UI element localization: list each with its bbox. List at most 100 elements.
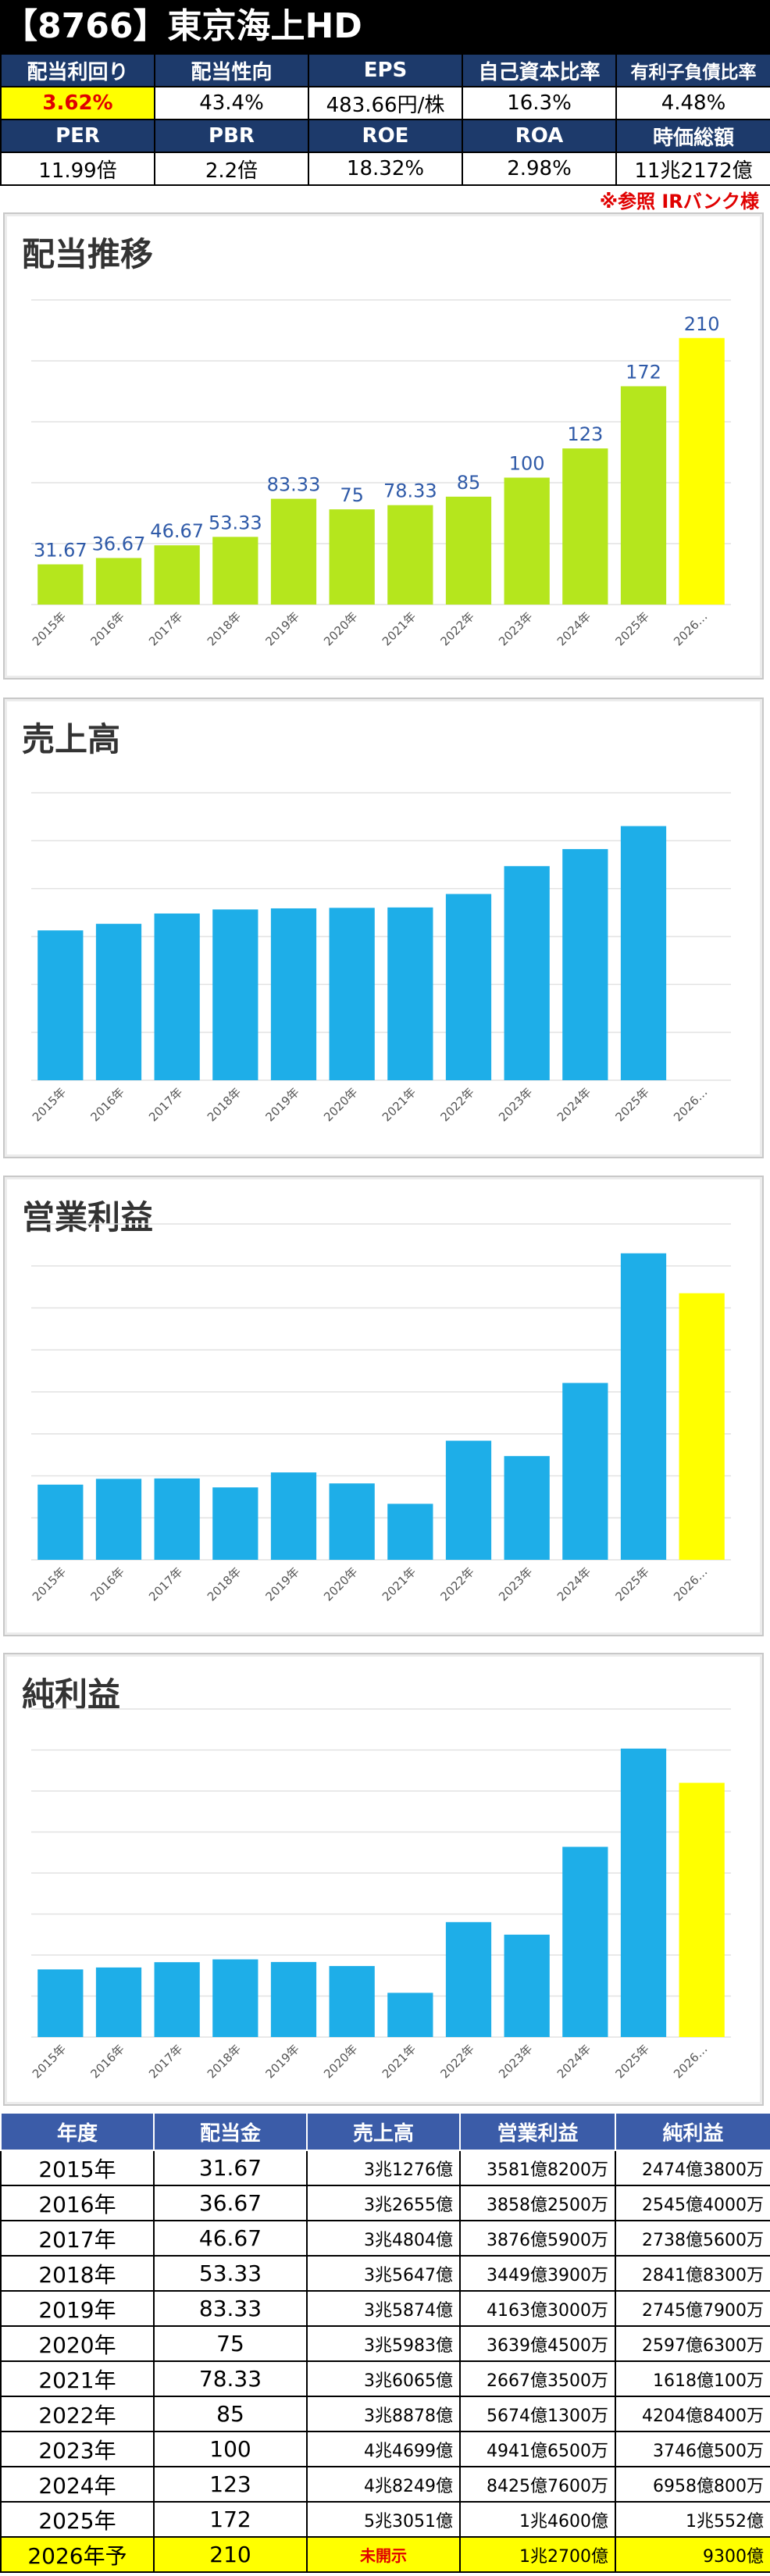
metric-label-market-cap: 時価総額 — [615, 119, 770, 153]
table-row: 2018年 53.33 3兆5647億 3449億3900万 2841億8300万 — [0, 2255, 770, 2292]
x-tick-label: 2023年 — [496, 1565, 535, 1604]
table-row: 2022年 85 3兆8878億 5674億1300万 4204億8400万 — [0, 2396, 770, 2432]
bar — [445, 1440, 492, 1560]
cell-net-income: 1618億100万 — [615, 2360, 770, 2397]
bar — [504, 865, 550, 1080]
x-tick-label: 2021年 — [380, 2042, 419, 2081]
bar — [445, 894, 492, 1080]
cell-net-income: 9300億 — [615, 2536, 770, 2573]
cell-year: 2020年 — [0, 2325, 155, 2362]
x-tick-label: 2024年 — [554, 1085, 594, 1124]
metric-label-payout-ratio: 配当性向 — [154, 53, 309, 87]
metric-value-pbr: 2.2倍 — [154, 152, 309, 186]
cell-revenue: 5兆3051億 — [306, 2501, 461, 2538]
x-tick-label: 2023年 — [496, 1085, 535, 1124]
x-tick-label: 2019年 — [262, 1565, 301, 1604]
table-row: 2025年 172 5兆3051億 1兆4600億 1兆552億 — [0, 2501, 770, 2538]
revenue-chart-title: 売上高 — [22, 720, 121, 758]
bar — [387, 1504, 433, 1560]
x-tick-label: 2022年 — [437, 1565, 476, 1604]
metric-label-roe: ROE — [308, 119, 463, 153]
x-tick-label: 2020年 — [321, 2042, 360, 2081]
bar — [387, 505, 433, 605]
x-tick-label: 2017年 — [146, 1085, 185, 1124]
x-tick-label: 2019年 — [262, 2042, 301, 2081]
col-header-dividend: 配当金 — [153, 2112, 308, 2151]
revenue-chart-panel: 売上高 2015年 2016年 2017年 2018年 2019年 2020年 2021年 2… — [3, 698, 764, 1158]
cell-dividend: 210 — [153, 2536, 308, 2573]
x-tick-label: 2015年 — [30, 609, 69, 648]
cell-dividend: 85 — [153, 2396, 308, 2432]
bar — [154, 545, 200, 605]
col-header-revenue: 売上高 — [306, 2112, 461, 2151]
metric-value-eps: 483.66円/株 — [308, 86, 463, 120]
cell-year: 2026年予 — [0, 2536, 155, 2573]
bar — [329, 1966, 375, 2037]
bar — [562, 849, 608, 1080]
cell-year: 2022年 — [0, 2396, 155, 2432]
table-row: 2021年 78.33 3兆6065億 2667億3500万 1618億100万 — [0, 2360, 770, 2397]
metric-label-eps: EPS — [308, 53, 463, 87]
bar — [154, 1478, 200, 1560]
operating-profit-chart-title: 営業利益 — [22, 1198, 154, 1236]
bar — [445, 1921, 492, 2037]
cell-operating-profit: 4163億3000万 — [459, 2290, 616, 2327]
bar — [620, 1748, 667, 2037]
metric-label-per: PER — [0, 119, 155, 153]
x-tick-label: 2019年 — [262, 609, 301, 648]
cell-operating-profit: 1兆2700億 — [459, 2536, 616, 2573]
cell-dividend: 46.67 — [153, 2220, 308, 2257]
cell-dividend: 100 — [153, 2431, 308, 2467]
x-tick-label: 2021年 — [380, 609, 419, 648]
x-tick-label: 2016年 — [87, 1085, 127, 1124]
table-row: 2024年 123 4兆8249億 8425億7600万 6958億800万 — [0, 2466, 770, 2503]
cell-revenue: 3兆5983億 — [306, 2325, 461, 2362]
net-income-chart: 2015年 2016年 2017年 2018年 2019年 2020年 2021年 2022年… — [30, 1708, 731, 2081]
revenue-chart: 2015年 2016年 2017年 2018年 2019年 2020年 2021年 2022年… — [30, 792, 731, 1124]
x-tick-label: 2016年 — [87, 1565, 127, 1604]
data-label: 210 — [684, 313, 720, 335]
net-income-chart-panel: 純利益 2015年 2016年 2017年 2018年 2019年 2020年 2021年 2… — [3, 1653, 764, 2106]
x-tick-label: 2018年 — [205, 2042, 244, 2081]
data-label: 123 — [567, 423, 603, 445]
cell-operating-profit: 4941億6500万 — [459, 2431, 616, 2467]
bar — [329, 908, 375, 1080]
bar — [679, 1782, 725, 2037]
x-tick-label: 2022年 — [437, 1085, 476, 1124]
bar — [679, 1293, 725, 1560]
data-label: 36.67 — [92, 533, 146, 555]
x-tick-label: 2016年 — [87, 609, 127, 648]
bar — [270, 1961, 317, 2037]
cell-net-income: 2545億4000万 — [615, 2185, 770, 2221]
x-tick-label: 2021年 — [380, 1085, 419, 1124]
x-tick-label: 2021年 — [380, 1565, 419, 1604]
cell-dividend: 172 — [153, 2501, 308, 2538]
table-row: 2020年 75 3兆5983億 3639億4500万 2597億6300万 — [0, 2325, 770, 2362]
bar — [620, 1253, 667, 1560]
metric-label-debt-ratio: 有利子負債比率 — [615, 53, 770, 87]
metric-label-pbr: PBR — [154, 119, 309, 153]
cell-year: 2025年 — [0, 2501, 155, 2538]
cell-revenue: 3兆5647億 — [306, 2255, 461, 2292]
x-tick-label: 2016年 — [87, 2042, 127, 2081]
cell-dividend: 123 — [153, 2466, 308, 2503]
metric-value-per: 11.99倍 — [0, 152, 155, 186]
cell-revenue: 3兆5874億 — [306, 2290, 461, 2327]
metric-value-payout-ratio: 43.4% — [154, 86, 309, 120]
x-tick-label: 2018年 — [205, 1085, 244, 1124]
table-row: 2016年 36.67 3兆2655億 3858億2500万 2545億4000万 — [0, 2185, 770, 2221]
x-tick-label: 2024年 — [554, 609, 594, 648]
x-tick-label: 2022年 — [437, 609, 476, 648]
cell-net-income: 2745億7900万 — [615, 2290, 770, 2327]
data-label: 46.67 — [150, 520, 204, 542]
x-tick-label: 2017年 — [146, 2042, 185, 2081]
cell-operating-profit: 3581億8200万 — [459, 2150, 616, 2186]
col-header-operating-profit: 営業利益 — [459, 2112, 616, 2151]
x-tick-label: 2017年 — [146, 1565, 185, 1604]
cell-operating-profit: 3858億2500万 — [459, 2185, 616, 2221]
cell-operating-profit: 3449億3900万 — [459, 2255, 616, 2292]
financials-table: 年度 配当金 売上高 営業利益 純利益 2015年 31.67 3兆1276億 358… — [0, 2112, 770, 2573]
dividend-chart: 31.67 2015年 36.67 2016年 46.67 2017年 53.33 2018年… — [30, 299, 731, 648]
x-tick-label: 2020年 — [321, 1085, 360, 1124]
cell-operating-profit: 1兆4600億 — [459, 2501, 616, 2538]
